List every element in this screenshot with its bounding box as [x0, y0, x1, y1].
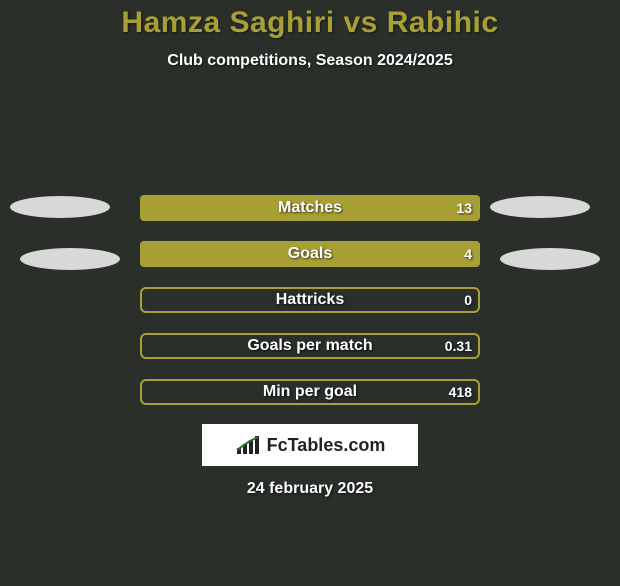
snapshot-date: 24 february 2025: [0, 480, 620, 498]
stat-value: 13: [456, 195, 472, 221]
stat-value: 0: [464, 287, 472, 313]
stat-label: Goals: [140, 241, 480, 267]
stat-row: Goals4: [140, 241, 480, 267]
stat-label: Min per goal: [140, 379, 480, 405]
right-ellipse-2: [500, 248, 600, 270]
stat-label: Goals per match: [140, 333, 480, 359]
fctables-logo: FcTables.com: [202, 424, 418, 466]
stat-row: Goals per match0.31: [140, 333, 480, 359]
right-ellipse-1: [490, 196, 590, 218]
left-ellipse-1: [10, 196, 110, 218]
stat-bars: Matches13 Goals4 Hattricks0 Goals per match…: [140, 195, 480, 425]
left-ellipse-2: [20, 248, 120, 270]
stat-value: 0.31: [445, 333, 472, 359]
logo-text: FcTables.com: [267, 435, 386, 456]
comparison-title: Hamza Saghiri vs Rabihic: [0, 6, 620, 40]
stat-row: Min per goal418: [140, 379, 480, 405]
stat-value: 418: [449, 379, 472, 405]
stat-label: Matches: [140, 195, 480, 221]
comparison-subtitle: Club competitions, Season 2024/2025: [0, 52, 620, 70]
bars-icon: [235, 434, 261, 456]
stat-label: Hattricks: [140, 287, 480, 313]
stat-value: 4: [464, 241, 472, 267]
stat-row: Matches13: [140, 195, 480, 221]
stat-row: Hattricks0: [140, 287, 480, 313]
